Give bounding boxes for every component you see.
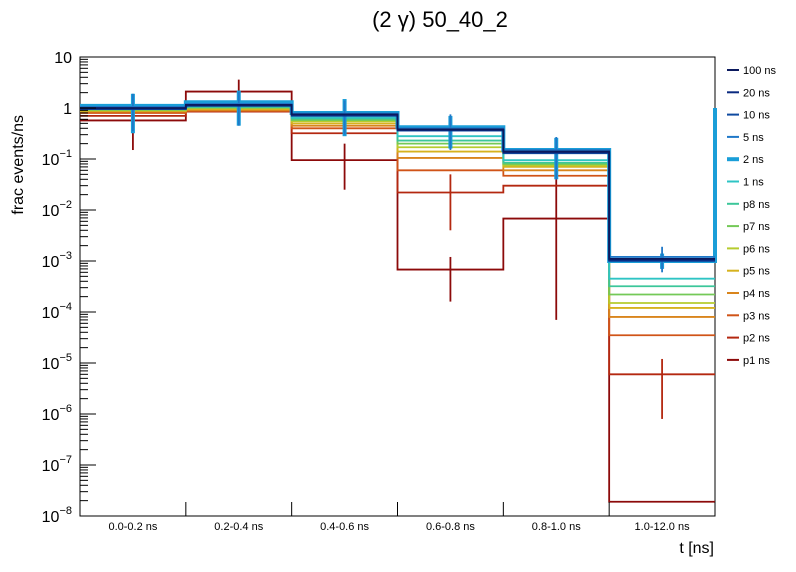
legend-label: 10 ns	[743, 110, 770, 122]
legend-label: 1 ns	[743, 177, 764, 189]
x-category-label: 0.4-0.6 ns	[320, 521, 369, 533]
legend-label: 100 ns	[743, 65, 777, 77]
series-layer	[80, 79, 717, 503]
legend-label: p1 ns	[743, 355, 770, 367]
y-tick-label: 10−1	[42, 148, 72, 169]
y-axis-label: frac events/ns	[10, 115, 27, 215]
legend-label: 2 ns	[743, 154, 764, 166]
legend-label: p3 ns	[743, 310, 770, 322]
y-tick-label: 10−6	[42, 403, 72, 424]
y-tick-label: 10	[54, 50, 72, 67]
legend-label: p4 ns	[743, 288, 770, 300]
legend-label: 20 ns	[743, 87, 770, 99]
series-100-ns	[80, 104, 715, 260]
x-category-label: 0.0-0.2 ns	[108, 521, 157, 533]
legend-label: p5 ns	[743, 266, 770, 278]
legend-label: p6 ns	[743, 243, 770, 255]
y-tick-label: 10−7	[42, 454, 72, 475]
chart-title: (2 γ) 50_40_2	[372, 7, 508, 32]
legend-label: p8 ns	[743, 199, 770, 211]
legend-label: 5 ns	[743, 132, 764, 144]
y-tick-label: 10−8	[42, 505, 72, 526]
x-category-label: 1.0-12.0 ns	[635, 521, 691, 533]
legend: 100 ns 20 ns 10 ns 5 ns 2 ns 1 ns p8 ns p7 ns p6…	[727, 65, 777, 367]
legend-label: p2 ns	[743, 333, 770, 345]
axis-layer: 10−8 10−7 10−6 10−5 10−4 10−3 10−2 10−1 1 10 0.0-0…	[42, 50, 716, 533]
y-tick-label: 10−5	[42, 352, 72, 373]
y-tick-label: 10−4	[42, 301, 72, 322]
series-step-line	[80, 104, 715, 260]
legend-label: p7 ns	[743, 221, 770, 233]
y-tick-label: 10−2	[42, 199, 72, 220]
x-category-label: 0.2-0.4 ns	[214, 521, 263, 533]
x-axis-label: t [ns]	[679, 540, 714, 557]
y-tick-label: 1	[63, 101, 72, 118]
y-tick-label: 10−3	[42, 250, 72, 271]
x-category-label: 0.6-0.8 ns	[426, 521, 475, 533]
x-category-label: 0.8-1.0 ns	[532, 521, 581, 533]
